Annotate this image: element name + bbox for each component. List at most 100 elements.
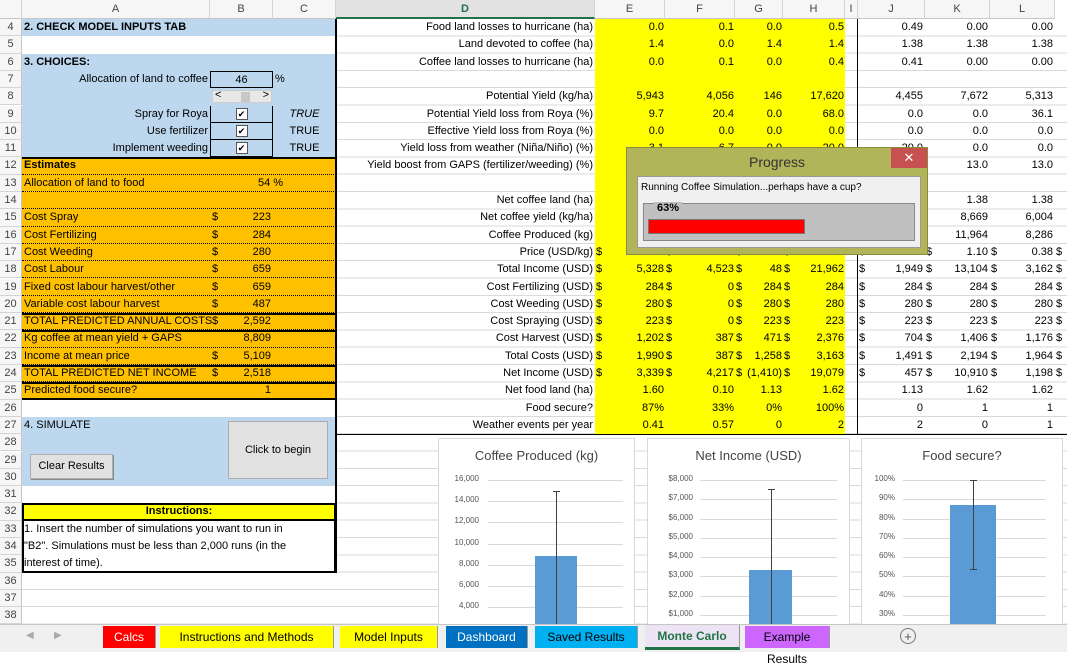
click-to-begin-button[interactable]: Click to begin [228,420,328,479]
scroll-left-icon[interactable]: < [215,89,222,102]
column-header-c[interactable]: C [273,0,336,19]
column-header-d[interactable]: D [336,0,595,19]
checkbox[interactable]: ✔ [235,142,248,155]
row-header[interactable]: 37 [0,589,22,608]
column-header-a[interactable]: A [22,0,210,19]
result-value: 0.0 [648,124,664,137]
row-header[interactable]: 35 [0,555,22,573]
column-header-l[interactable]: L [990,0,1055,19]
result-value: 223 [904,315,923,328]
estimates-heading: Estimates [24,159,76,172]
row-header[interactable]: 38 [0,607,22,625]
row-header[interactable]: 26 [0,399,22,417]
row-header[interactable]: 10 [0,122,22,141]
row-header[interactable]: 18 [0,261,22,279]
scroll-thumb[interactable] [241,92,251,103]
estimate-currency: $ [212,297,219,310]
row-header[interactable]: 22 [0,330,22,348]
row-header[interactable]: 4 [0,19,22,37]
row-header[interactable]: 34 [0,538,22,556]
column-header-e[interactable]: E [595,0,665,19]
currency-sign: $ [926,263,933,276]
row-header[interactable]: 9 [0,105,22,123]
row-header[interactable]: 8 [0,88,22,106]
row-header[interactable]: 19 [0,278,22,296]
instructions-heading: Instructions: [145,505,213,518]
result-value: 1.38 [1031,194,1053,206]
sheet-tab-monte-carlo[interactable]: Monte Carlo [645,625,740,650]
row-header[interactable]: 31 [0,486,22,504]
currency-sign: $ [666,280,673,293]
choices-panel [22,53,336,158]
sheet-tab-saved-results[interactable]: Saved Results [535,626,638,648]
row-header[interactable]: 12 [0,157,22,175]
row-header[interactable]: 5 [0,36,22,54]
row-header[interactable]: 28 [0,434,22,452]
result-value: 280 [904,297,923,310]
row-header[interactable]: 33 [0,520,22,538]
column-header-g[interactable]: G [735,0,783,19]
row-header[interactable]: 11 [0,140,22,158]
result-value: 387 [715,349,734,362]
chart-1[interactable]: Net Income (USD) $8,000 $7,000 $6,000 $5,000… [647,438,850,625]
result-value: 36.1 [1031,107,1053,120]
column-header-b[interactable]: B [210,0,273,19]
result-value: 0 [727,280,734,293]
result-value: 0.0 [718,38,734,51]
row-header[interactable]: 32 [0,503,22,521]
result-value: 1,202 [636,332,664,345]
column-header-f[interactable]: F [665,0,735,19]
row-header[interactable]: 21 [0,313,22,331]
sheet-tab-calcs[interactable]: Calcs [103,626,156,648]
coffee-allocation-scrollbar[interactable]: < > [212,89,272,104]
row-header[interactable]: 27 [0,416,22,435]
sheet-tab-instructions-and-methods[interactable]: Instructions and Methods [160,626,334,648]
row-header[interactable]: 36 [0,572,22,590]
currency-sign: $ [784,367,791,379]
choice-label: Use fertilizer [146,124,208,137]
currency-sign: $ [1056,280,1063,293]
result-value: 0.49 [901,21,923,33]
result-value: 8,286 [1025,228,1053,241]
row-header[interactable]: 14 [0,192,22,210]
column-header-j[interactable]: J [858,0,925,19]
row-header[interactable]: 15 [0,209,22,227]
currency-sign: $ [596,280,603,293]
y-tick-label: $5,000 [668,531,693,541]
row-header[interactable]: 24 [0,365,22,383]
currency-sign: $ [784,315,791,328]
row-header[interactable]: 16 [0,226,22,244]
row-header[interactable]: 17 [0,243,22,262]
row-header[interactable]: 13 [0,174,22,192]
sheet-tab-example-results[interactable]: Example Results [745,626,830,666]
clear-results-button[interactable]: Clear Results [30,453,113,479]
row-header[interactable]: 25 [0,382,22,400]
chart-2[interactable]: Food secure? 100% 90% 80% 70% 60% 50% 40% 30% [861,438,1063,625]
new-sheet-icon[interactable]: + [900,628,916,644]
row-header[interactable]: 29 [0,451,22,469]
scroll-tabs-right-icon[interactable]: ▶ [54,630,62,641]
currency-sign: $ [596,263,603,276]
row-header[interactable]: 23 [0,347,22,365]
row-header[interactable]: 7 [0,70,22,89]
checkbox[interactable]: ✔ [235,124,248,137]
result-value: 0.00 [1031,21,1053,33]
scroll-right-icon[interactable]: > [262,89,269,102]
close-button[interactable]: ✕ [891,148,927,168]
sheet-tab-model-inputs[interactable]: Model Inputs [340,626,438,648]
result-value: 1.60 [642,384,664,397]
column-header-h[interactable]: H [783,0,845,19]
checkbox[interactable]: ✔ [235,107,248,120]
column-header-i[interactable]: I [845,0,858,19]
row-divider [22,157,336,175]
select-all-corner[interactable] [0,0,22,19]
scroll-tabs-left-icon[interactable]: ◀ [26,630,34,641]
sheet-tab-dashboard[interactable]: Dashboard [446,626,528,648]
row-header[interactable]: 6 [0,53,22,71]
coffee-allocation-input[interactable]: 46 [210,70,273,89]
chart-0[interactable]: Coffee Produced (kg) 16,000 14,000 12,000 10… [438,438,635,625]
row-label: Coffee Produced (kg) [488,228,593,241]
row-header[interactable]: 30 [0,468,22,487]
column-header-k[interactable]: K [925,0,990,19]
row-header[interactable]: 20 [0,295,22,314]
